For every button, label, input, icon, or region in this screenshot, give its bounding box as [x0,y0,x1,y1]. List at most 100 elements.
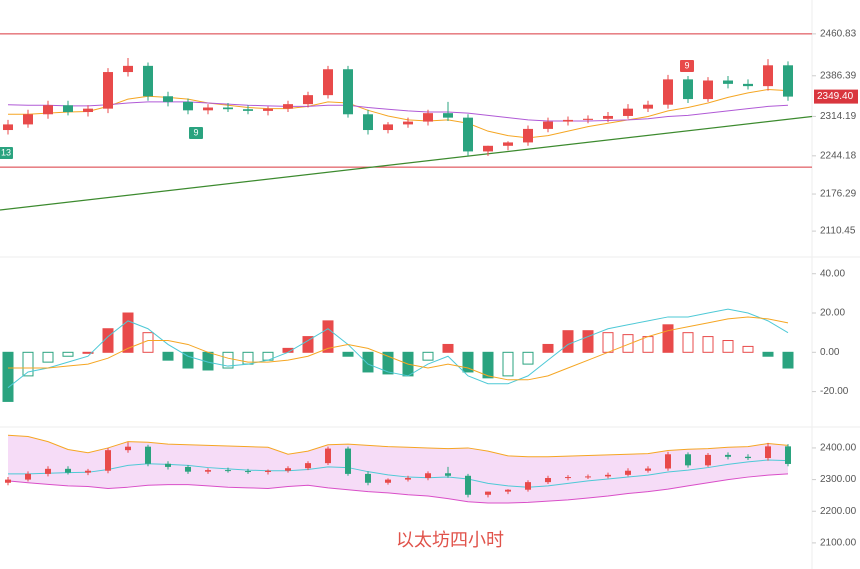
candle-body [483,145,493,152]
candle-body [283,104,293,109]
candle-body [325,448,331,464]
macd-bar [162,351,174,361]
candle-body [623,108,633,116]
candle-body [645,468,651,471]
macd-bar [422,351,434,361]
candle-body [523,128,533,143]
candle-body [443,113,453,118]
macd-bar [782,351,794,369]
candle-body [665,454,671,469]
candle-body [363,114,373,131]
candle-body [463,117,473,152]
last-price-label: 2349.40 [817,91,854,102]
caption: 以太坊四小时 [396,530,504,550]
macd-bar [722,340,734,353]
y-tick-label: 2110.45 [820,226,856,237]
candle-body [543,121,553,129]
candle-body [365,473,371,483]
y-tick-label: 2200.00 [820,506,857,517]
macd-bar [342,351,354,357]
candle-body [565,477,571,479]
candle-body [763,65,773,87]
candle-body [403,121,413,125]
y-tick-label: 2386.39 [820,70,857,81]
annotation-label: 13 [1,147,11,157]
y-tick-label: 2300.00 [820,474,857,485]
candle-body [203,107,213,111]
macd-bar [642,336,654,353]
middle-band [8,459,789,488]
macd-bar [462,351,474,373]
ma-line [8,89,789,139]
macd-bar [482,351,494,379]
annotation-label: 9 [684,60,689,70]
candle-body [405,478,411,480]
candle-body [563,119,573,122]
candle-body [265,470,271,472]
candle-body [545,478,551,483]
macd-bar [502,351,514,377]
candle-body [3,124,13,131]
candle-body [385,479,391,483]
last-price-box [814,89,858,104]
candle-body [103,72,113,109]
candle-body [783,65,793,97]
macd-bar [702,336,714,353]
macd-bar [522,351,534,365]
macd-bar [442,343,454,353]
macd-bar [2,351,14,402]
annotation-badge [189,127,203,139]
candle-body [123,65,133,73]
macd-bar [562,330,574,353]
candle-body [605,474,611,477]
y-tick-label: 40.00 [820,268,845,279]
candle-body [303,95,313,105]
candle-body [243,109,253,111]
candle-body [663,79,673,105]
candle-body [185,466,191,472]
y-tick-label: 2314.19 [820,111,857,122]
candle-body [23,114,33,125]
candle-body [445,473,451,476]
candle-body [223,107,233,110]
macd-bar [322,320,334,353]
y-tick-label: 2400.00 [820,443,857,454]
annotation-badge [0,147,13,159]
y-tick-label: 2100.00 [820,538,857,549]
candle-body [145,446,151,464]
candle-body [5,479,11,483]
candle-body [785,446,791,464]
candle-body [603,115,613,119]
candle-body [263,108,273,111]
candle-body [165,463,171,467]
macd-bar [582,330,594,353]
candle-body [345,448,351,474]
candle-body [703,80,713,100]
y-tick-label: 2460.83 [820,29,857,40]
trendline [0,115,813,211]
macd-bar [382,351,394,375]
macd-bar [622,334,634,353]
y-tick-label: 20.00 [820,308,845,319]
candle-body [503,142,513,146]
candle-body [83,108,93,113]
macd-line [7,308,789,389]
candle-body [485,491,491,495]
candle-body [525,482,531,490]
candle-body [285,468,291,471]
candle-body [705,454,711,466]
macd-bar [222,351,234,369]
macd-bar [662,324,674,353]
macd-bar [62,351,74,357]
candle-body [65,468,71,473]
candle-body [225,470,231,472]
candle-body [163,96,173,102]
candle-body [245,471,251,473]
candle-body [625,470,631,475]
ma-line [7,101,789,122]
candle-body [505,489,511,492]
candle-body [425,473,431,479]
macd-line [8,316,789,381]
candle-body [383,124,393,131]
